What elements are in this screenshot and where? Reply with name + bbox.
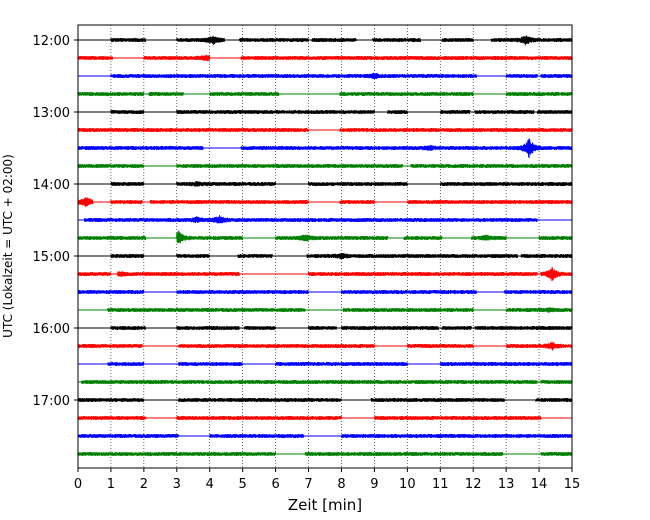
trace-waveform bbox=[78, 72, 573, 80]
trace-row bbox=[78, 215, 572, 224]
x-tick-label: 4 bbox=[206, 477, 214, 492]
y-tick-label: 13:00 bbox=[33, 106, 70, 121]
trace-waveform bbox=[78, 252, 573, 260]
y-tick-label: 17:00 bbox=[33, 394, 70, 409]
trace-waveform bbox=[78, 307, 573, 313]
trace-waveform bbox=[77, 54, 573, 62]
y-axis-ticks: 12:00 13:00 14:00 15:00 16:00 17:00 bbox=[33, 34, 78, 409]
trace-waveform bbox=[77, 163, 573, 169]
trace-row bbox=[78, 109, 573, 115]
trace-row bbox=[77, 397, 573, 403]
x-tick-label: 1 bbox=[107, 477, 115, 492]
trace-waveform bbox=[78, 109, 573, 115]
trace-waveform bbox=[78, 361, 573, 367]
x-tick-label: 11 bbox=[432, 477, 449, 492]
x-tick-label: 7 bbox=[304, 477, 312, 492]
y-axis-label: UTC (Lokalzeit = UTC + 02:00) bbox=[1, 154, 15, 338]
trace-row bbox=[78, 35, 573, 46]
trace-row bbox=[78, 379, 573, 385]
trace-row bbox=[77, 230, 573, 244]
trace-row bbox=[77, 197, 573, 207]
x-tick-label: 9 bbox=[370, 477, 378, 492]
trace-row bbox=[78, 252, 573, 260]
trace-waveform bbox=[77, 341, 573, 351]
seismic-traces bbox=[77, 35, 573, 457]
x-tick-label: 10 bbox=[399, 477, 416, 492]
trace-waveform bbox=[77, 127, 573, 133]
trace-waveform bbox=[78, 325, 573, 331]
x-tick-label: 3 bbox=[173, 477, 181, 492]
trace-waveform bbox=[78, 35, 573, 46]
x-tick-label: 6 bbox=[271, 477, 279, 492]
trace-row bbox=[77, 451, 573, 457]
trace-row bbox=[77, 138, 573, 159]
x-axis-ticks: 0 1 2 3 4 5 6 7 8 9 10 11 12 13 14 15 bbox=[74, 468, 580, 492]
plot-area bbox=[78, 25, 572, 468]
y-tick-label: 15:00 bbox=[33, 250, 70, 265]
trace-waveform bbox=[77, 197, 573, 207]
trace-row bbox=[77, 54, 573, 62]
trace-waveform bbox=[78, 181, 573, 187]
trace-waveform bbox=[77, 451, 573, 457]
y-tick-label: 12:00 bbox=[33, 34, 70, 49]
trace-row bbox=[77, 163, 573, 169]
y-tick-label: 16:00 bbox=[33, 322, 70, 337]
x-tick-label: 0 bbox=[74, 477, 82, 492]
trace-waveform bbox=[77, 91, 573, 97]
trace-waveform bbox=[77, 138, 573, 159]
trace-waveform bbox=[77, 230, 573, 244]
trace-waveform bbox=[77, 415, 572, 421]
trace-row bbox=[77, 341, 573, 351]
x-tick-label: 13 bbox=[498, 477, 515, 492]
trace-row bbox=[78, 72, 573, 80]
x-axis-label: Zeit [min] bbox=[288, 496, 362, 514]
x-tick-label: 8 bbox=[337, 477, 345, 492]
trace-row bbox=[77, 127, 573, 133]
trace-row bbox=[77, 415, 572, 421]
trace-row bbox=[77, 433, 573, 439]
grid-lines bbox=[110, 25, 540, 468]
trace-row bbox=[78, 307, 573, 313]
trace-row bbox=[78, 325, 573, 331]
x-tick-label: 12 bbox=[465, 477, 482, 492]
x-tick-label: 15 bbox=[564, 477, 581, 492]
x-tick-label: 5 bbox=[239, 477, 247, 492]
trace-row bbox=[78, 181, 573, 187]
trace-row bbox=[77, 91, 573, 97]
trace-waveform bbox=[78, 379, 573, 385]
trace-waveform bbox=[77, 289, 573, 295]
x-tick-label: 2 bbox=[140, 477, 148, 492]
trace-row bbox=[77, 266, 573, 281]
trace-waveform bbox=[77, 397, 573, 403]
trace-row bbox=[77, 289, 573, 295]
trace-waveform bbox=[78, 215, 572, 224]
trace-waveform bbox=[77, 266, 573, 281]
trace-waveform bbox=[77, 433, 573, 439]
trace-row bbox=[78, 361, 573, 367]
plot-frame bbox=[77, 24, 573, 469]
x-tick-label: 14 bbox=[531, 477, 548, 492]
y-tick-label: 14:00 bbox=[33, 178, 70, 193]
